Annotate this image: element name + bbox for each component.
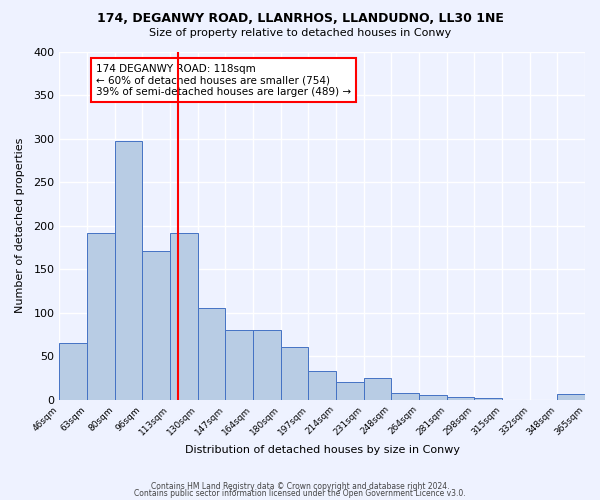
X-axis label: Distribution of detached houses by size in Conwy: Distribution of detached houses by size … [185,445,460,455]
Bar [226,330,253,400]
Bar [419,396,446,400]
Text: Size of property relative to detached houses in Conwy: Size of property relative to detached ho… [149,28,451,38]
Text: 174, DEGANWY ROAD, LLANRHOS, LLANDUDNO, LL30 1NE: 174, DEGANWY ROAD, LLANRHOS, LLANDUDNO, … [97,12,503,26]
Bar [59,343,87,400]
Bar [336,382,364,400]
Bar [87,234,115,400]
Bar [364,378,391,400]
Bar [446,397,475,400]
Bar [475,398,502,400]
Bar [142,251,170,400]
Bar [170,234,197,400]
Bar [253,330,281,400]
Bar [197,308,226,400]
Text: Contains public sector information licensed under the Open Government Licence v3: Contains public sector information licen… [134,490,466,498]
Bar [557,394,585,400]
Text: 174 DEGANWY ROAD: 118sqm
← 60% of detached houses are smaller (754)
39% of semi-: 174 DEGANWY ROAD: 118sqm ← 60% of detach… [96,64,351,97]
Bar [308,371,336,400]
Text: Contains HM Land Registry data © Crown copyright and database right 2024.: Contains HM Land Registry data © Crown c… [151,482,449,491]
Bar [281,346,308,400]
Y-axis label: Number of detached properties: Number of detached properties [15,138,25,314]
Bar [391,393,419,400]
Bar [115,141,142,400]
